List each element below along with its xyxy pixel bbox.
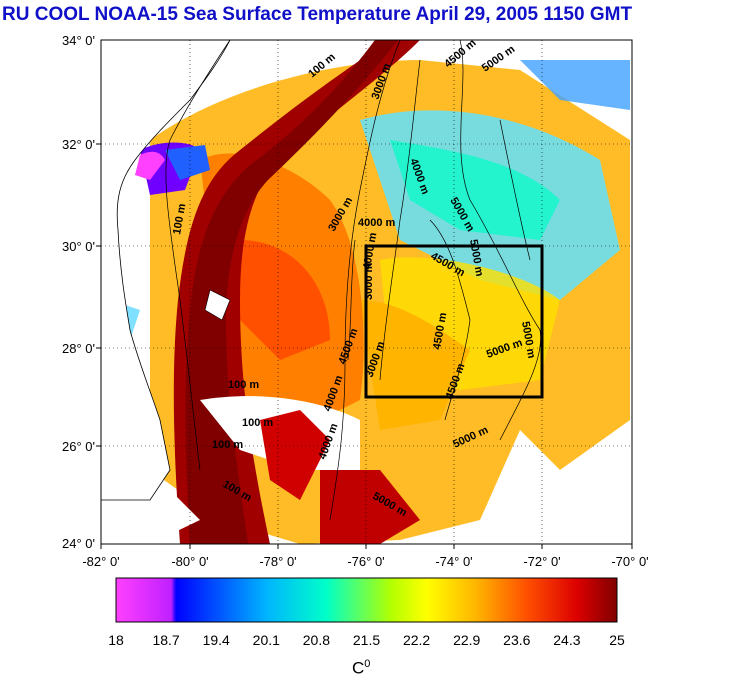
svg-text:-74° 0': -74° 0' (435, 554, 472, 569)
colorbar-tick-label: 20.1 (252, 632, 280, 648)
study-area-box (364, 244, 544, 399)
coastline (100, 39, 231, 501)
svg-text:30° 0': 30° 0' (62, 239, 95, 254)
svg-text:-70° 0': -70° 0' (611, 554, 648, 569)
colorbar-tick-label: 25 (609, 632, 625, 648)
svg-text:-78° 0': -78° 0' (259, 554, 296, 569)
svg-text:26° 0': 26° 0' (62, 439, 95, 454)
contour-label: 100 m (242, 417, 273, 429)
svg-text:28° 0': 28° 0' (62, 341, 95, 356)
contour-label: 3000 m (363, 262, 375, 300)
svg-text:24° 0': 24° 0' (62, 536, 95, 551)
contour-label: 4000 m (358, 217, 396, 229)
svg-text:-76° 0': -76° 0' (347, 554, 384, 569)
contour-label: 100 m (228, 379, 259, 391)
map-title: RU COOL NOAA-15 Sea Surface Temperature … (2, 4, 633, 25)
colorbar-tick-label: 23.6 (503, 632, 531, 648)
longitude-axis: -82° 0' -80° 0' -78° 0' -76° 0' -74° 0' … (82, 554, 648, 569)
svg-text:-80° 0': -80° 0' (171, 554, 208, 569)
colorbar-tick-label: 20.8 (302, 632, 331, 648)
contour-label: 100 m (212, 439, 243, 451)
colorbar (115, 577, 618, 623)
bathymetry-contours (165, 39, 541, 521)
colorbar-tick-label: 24.3 (553, 632, 581, 648)
colorbar-tick-label: 22.9 (453, 632, 481, 648)
colorbar-unit: C0 (352, 658, 371, 678)
colorbar-tick-label: 18 (108, 632, 124, 648)
svg-text:-72° 0': -72° 0' (523, 554, 560, 569)
colorbar-tick-label: 18.7 (152, 632, 180, 648)
svg-text:-82° 0': -82° 0' (82, 554, 119, 569)
contour-label: 100 m (171, 203, 188, 236)
svg-text:32° 0': 32° 0' (62, 137, 95, 152)
colorbar-tick-label: 21.5 (352, 632, 381, 648)
colorbar-tick-label: 19.4 (202, 632, 230, 648)
colorbar-tick-label: 22.2 (402, 632, 431, 648)
latitude-axis: 34° 0' 32° 0' 30° 0' 28° 0' 26° 0' 24° 0… (62, 33, 95, 551)
svg-text:34° 0': 34° 0' (62, 33, 95, 48)
sst-field (101, 40, 630, 544)
